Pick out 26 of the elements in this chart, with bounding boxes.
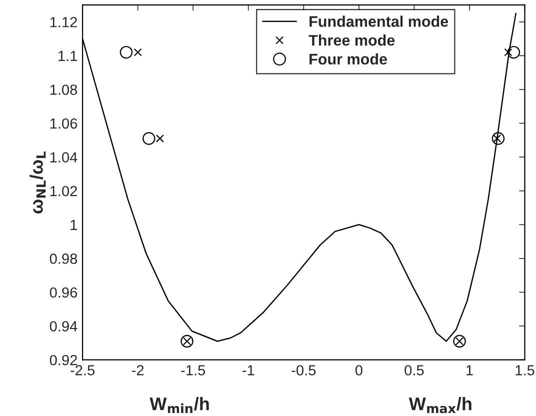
y-tick-label: 0.92	[50, 354, 77, 366]
y-axis-title: ω$_{NL}$/ω$_{L}$	[30, 151, 46, 214]
y-tick-label: 1.08	[50, 84, 78, 95]
x-tick-label: -2	[132, 365, 144, 376]
y-tick-label: 1.1	[58, 50, 77, 61]
y-tick-label: 0.96	[50, 287, 78, 298]
y-tick-label: 1.12	[50, 16, 77, 28]
text: W$_{max}$/h	[408, 396, 472, 414]
x-tick-label: 0	[355, 365, 362, 376]
x-tick-label: 0.5	[404, 365, 424, 376]
legend-label: Fundamental mode	[310, 16, 448, 27]
x-tick-label: -0.5	[292, 365, 316, 376]
x-tick-label: 1	[466, 365, 473, 376]
legend-label: Three mode	[308, 34, 395, 46]
y-tick-label: 1	[70, 220, 77, 230]
text: W$_{min}$/h	[150, 396, 209, 414]
y-tick-label: 0.94	[50, 321, 78, 332]
x-tick-label: -2.5	[70, 365, 94, 376]
x-tick-label: 1.5	[516, 365, 534, 376]
y-tick-label: 0.98	[50, 254, 78, 264]
x-tick-label: -1	[242, 365, 254, 376]
x-tick-label: -1.5	[181, 365, 206, 376]
y-tick-label: 1.06	[50, 118, 78, 129]
y-tick-label: 1.02	[50, 186, 77, 196]
legend-label: Four mode	[310, 53, 387, 65]
y-tick-label: 1.04	[50, 152, 78, 162]
